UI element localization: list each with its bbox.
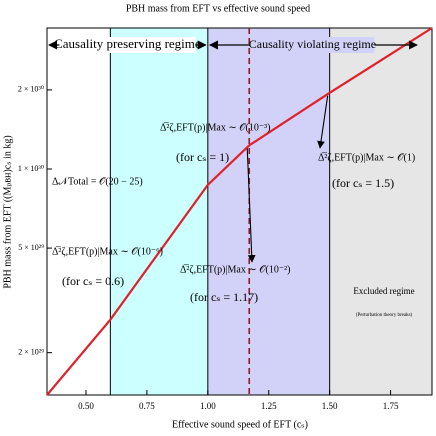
regime-label: Causality preserving regime	[54, 36, 201, 51]
regime-label: Causality violating regime	[249, 37, 376, 51]
annotation-condition: (for cₛ = 1.5)	[332, 176, 394, 190]
annotation-arrow	[317, 95, 329, 149]
region	[329, 28, 432, 395]
region	[110, 28, 208, 395]
excluded-note: (Perturbation theory breaks)	[356, 313, 413, 318]
annotation-condition: (for cₛ = 1)	[176, 150, 229, 164]
annotation-text: Δ̅²ζ,EFT(p)|Max ∼ 𝒪(10⁻²)	[180, 264, 290, 275]
chart-title: PBH mass from EFT vs effective sound spe…	[126, 3, 310, 14]
x-axis-label: Effective sound speed of EFT (cₛ)	[172, 419, 308, 430]
background-layer	[109, 28, 432, 395]
region	[207, 28, 330, 395]
plot-frame	[46, 27, 433, 396]
x-tick-label: 1.75	[383, 401, 399, 411]
x-tick-label: 1.50	[322, 401, 338, 411]
y-tick-label: 2 × 10³⁰	[18, 85, 44, 94]
x-tick-label: 0.75	[139, 401, 155, 411]
x-tick-label: 1.25	[261, 401, 277, 411]
annotation-text: Δ̅²ζ,EFT(p)|Max ∼ 𝒪(1)	[318, 152, 415, 163]
y-axis-label: PBH mass from EFT ((Mₚʙʜ)cₛ in kg)	[2, 135, 13, 288]
annotation-text: Δ̅²ζ,EFT(p)|Max ∼ 𝒪(10⁻⁶)	[52, 246, 163, 257]
x-tick-label: 1.00	[200, 401, 216, 411]
y-tick-label: 5 × 10²⁹	[18, 243, 44, 252]
label-bg	[59, 37, 196, 53]
data-line	[46, 27, 433, 396]
annotation-arrow	[246, 148, 256, 263]
label-bg	[250, 37, 375, 53]
efolds-label: Δ𝒩Total = 𝒪(20 − 25)	[52, 176, 143, 187]
annotation-text: Δ̅²ζ,EFT(p)|Max ∼ 𝒪(10⁻³)	[160, 122, 270, 133]
y-tick-label: 2 × 10²⁹	[18, 347, 44, 356]
y-tick-label: 1 × 10³⁰	[18, 164, 44, 173]
annotation-condition: (for cₛ = 0.6)	[62, 274, 124, 288]
x-tick-label: 0.50	[78, 401, 94, 411]
excluded-label: Excluded regime	[353, 286, 414, 296]
annotation-condition: (for cₛ = 1.17)	[190, 290, 258, 304]
